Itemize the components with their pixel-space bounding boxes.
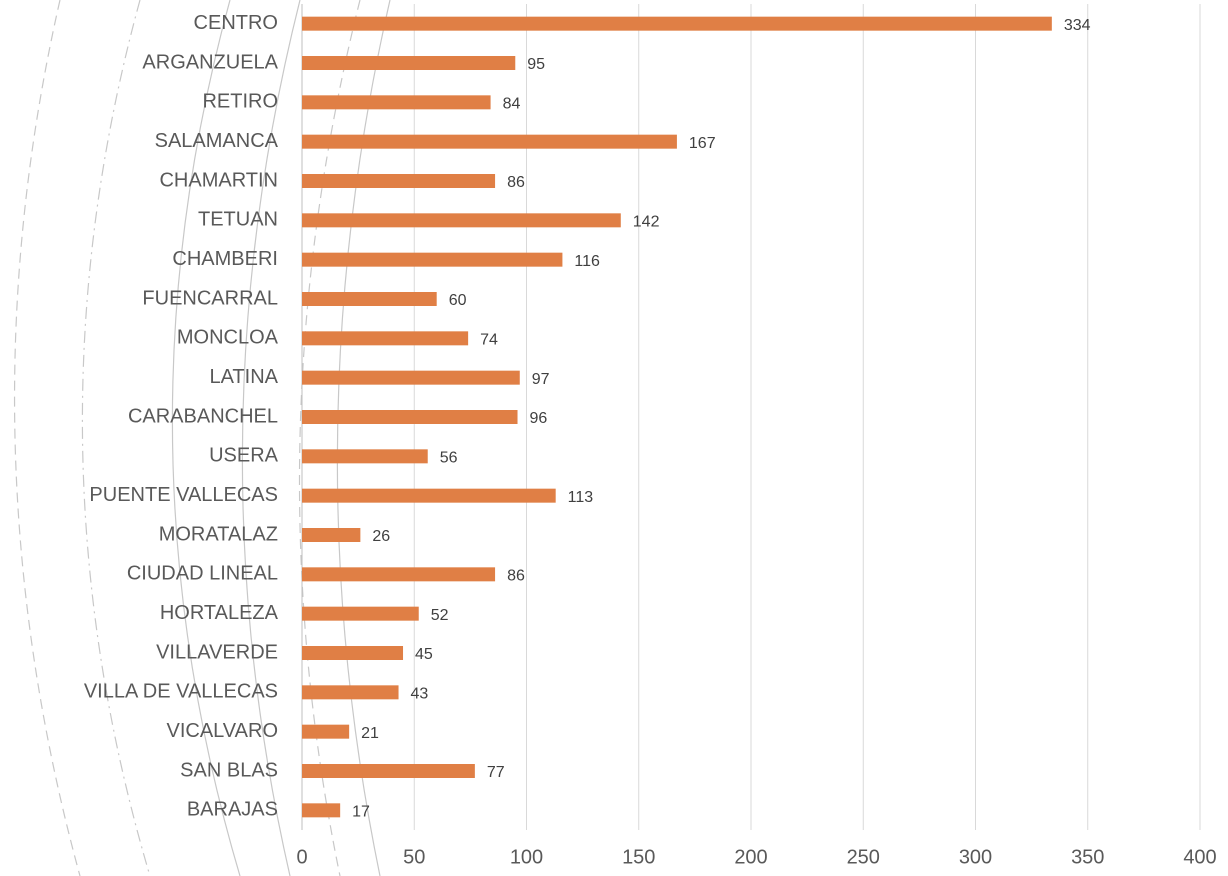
- value-label: 60: [449, 292, 467, 309]
- value-label: 84: [503, 96, 521, 113]
- bar: [302, 724, 350, 739]
- value-label: 95: [527, 56, 545, 73]
- y-tick-label: CARABANCHEL: [128, 405, 278, 427]
- x-tick-label: 50: [403, 846, 425, 868]
- decorative-arc: [81, 0, 151, 876]
- y-tick-label: VICALVARO: [166, 720, 278, 742]
- y-tick-label: CIUDAD LINEAL: [127, 563, 278, 585]
- bar: [302, 292, 437, 306]
- value-label: 116: [574, 253, 600, 270]
- decorative-arc: [336, 0, 391, 876]
- y-tick-label: VILLAVERDE: [156, 641, 278, 663]
- bar: [302, 370, 520, 385]
- background-decoration: [13, 0, 391, 876]
- bar: [302, 685, 399, 700]
- y-tick-label: TETUAN: [198, 209, 278, 231]
- value-label: 86: [507, 174, 525, 191]
- bar: [302, 174, 496, 188]
- bar: [302, 95, 491, 110]
- value-label: 56: [440, 450, 458, 467]
- y-tick-label: USERA: [209, 445, 279, 467]
- decorative-arc: [241, 0, 301, 876]
- y-tick-label: BARAJAS: [187, 799, 278, 821]
- bar: [302, 449, 428, 464]
- value-label: 97: [532, 371, 550, 388]
- y-tick-label: VILLA DE VALLECAS: [84, 681, 278, 703]
- value-label: 52: [431, 607, 449, 624]
- bar: [302, 646, 404, 660]
- bar: [302, 764, 475, 778]
- value-label: 26: [372, 528, 390, 545]
- y-tick-label: HORTALEZA: [160, 602, 279, 624]
- decorative-arc: [13, 0, 81, 876]
- y-tick-label: ARGANZUELA: [142, 51, 278, 73]
- value-label: 96: [530, 410, 548, 427]
- value-label: 334: [1064, 17, 1091, 34]
- y-tick-label: RETIRO: [202, 91, 278, 113]
- bar: [302, 56, 516, 70]
- x-tick-label: 400: [1183, 846, 1216, 868]
- x-tick-label: 0: [296, 846, 307, 868]
- value-label: 21: [361, 725, 379, 742]
- value-label: 77: [487, 764, 505, 781]
- value-label: 167: [689, 135, 716, 152]
- bar: [302, 567, 496, 582]
- y-tick-label: FUENCARRAL: [142, 287, 278, 309]
- value-label: 45: [415, 646, 433, 663]
- bar: [302, 134, 677, 149]
- y-tick-label: CHAMARTIN: [159, 169, 278, 191]
- y-tick-label: SALAMANCA: [155, 130, 279, 152]
- y-tick-label: PUENTE VALLECAS: [89, 484, 278, 506]
- y-tick-label: SAN BLAS: [180, 759, 278, 781]
- y-tick-label: LATINA: [209, 366, 278, 388]
- bar: [302, 331, 469, 346]
- decorative-arc: [298, 0, 361, 876]
- y-tick-label: CENTRO: [194, 12, 278, 34]
- x-tick-label: 350: [1071, 846, 1104, 868]
- y-tick-label: CHAMBERI: [172, 248, 278, 270]
- value-label: 142: [633, 214, 660, 231]
- value-label: 74: [480, 332, 498, 349]
- bar: [302, 16, 1052, 31]
- x-tick-label: 250: [847, 846, 880, 868]
- y-tick-label: MONCLOA: [177, 327, 279, 349]
- bar: [302, 606, 419, 621]
- decorative-arc: [171, 0, 241, 876]
- value-label: 113: [568, 489, 594, 506]
- bar: [302, 488, 556, 503]
- x-tick-label: 200: [734, 846, 767, 868]
- x-tick-label: 100: [510, 846, 543, 868]
- y-tick-label: MORATALAZ: [159, 523, 278, 545]
- bar: [302, 213, 621, 228]
- x-tick-label: 300: [959, 846, 992, 868]
- value-label: 86: [507, 568, 525, 585]
- x-tick-label: 150: [622, 846, 655, 868]
- bar: [302, 410, 518, 424]
- bar: [302, 803, 341, 818]
- value-label: 43: [411, 686, 429, 703]
- bar: [302, 528, 361, 542]
- value-label: 17: [352, 804, 370, 821]
- bar: [302, 252, 563, 267]
